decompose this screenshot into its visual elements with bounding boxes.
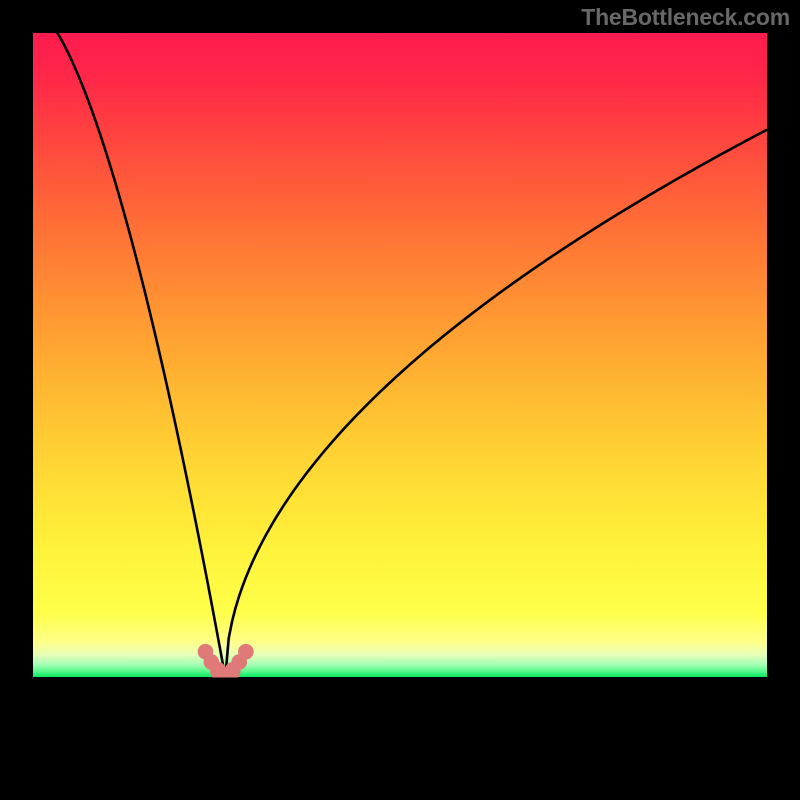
curve-left-branch [33, 33, 225, 677]
curve-right-branch [225, 130, 767, 678]
curve-layer [33, 33, 767, 767]
watermark-text: TheBottleneck.com [581, 4, 790, 31]
plot-area [33, 33, 767, 767]
notch-marker [210, 662, 226, 678]
chart-container: TheBottleneck.com [0, 0, 800, 800]
notch-marker [238, 644, 254, 660]
